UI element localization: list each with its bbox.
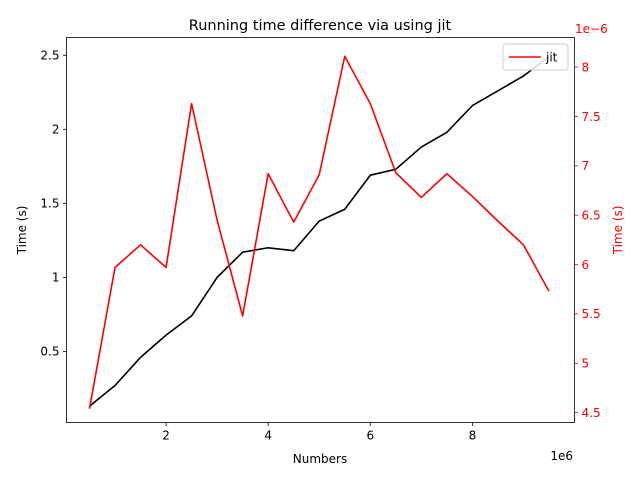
x-axis-offset-text: 1e6 [550,449,573,463]
right-axis-label: Time (s) [611,206,625,256]
x-tick-label: 8 [469,429,477,443]
right-tick-label: 7 [582,159,590,173]
left-axis-ticks: 0.5 1 1.5 2 2.5 [40,49,67,359]
left-tick-label: 2 [52,123,60,137]
legend-label-jit: jit [545,51,558,65]
series-line-jit [88,55,550,409]
x-axis-label: Numbers [293,452,347,466]
right-tick-label: 6.5 [582,208,601,222]
x-axis-ticks: 2 4 6 8 [162,422,477,443]
left-tick-label: 2.5 [40,49,59,63]
left-tick-label: 0.5 [40,345,59,359]
plot-frame [66,37,575,423]
left-tick-label: 1 [52,271,60,285]
x-tick-label: 4 [264,429,272,443]
right-tick-label: 7.5 [582,110,601,124]
left-tick-label: 1.5 [40,197,59,211]
left-axis-label: Time (s) [15,206,29,256]
right-tick-label: 5.5 [582,307,601,321]
chart-title: Running time difference via using jit [189,18,452,34]
right-tick-label: 8 [582,60,590,74]
x-tick-label: 6 [366,429,374,443]
right-axis-offset-text: 1e−6 [575,22,608,36]
right-axis-ticks: 4.5 5 5.5 6 6.5 7 7.5 8 [574,60,601,420]
right-tick-label: 5 [582,357,590,371]
series-lines [88,55,550,409]
series-line-series-0 [88,56,550,407]
right-tick-label: 4.5 [582,406,601,420]
right-tick-label: 6 [582,258,590,272]
x-tick-label: 2 [162,429,170,443]
legend: jit [502,43,569,71]
